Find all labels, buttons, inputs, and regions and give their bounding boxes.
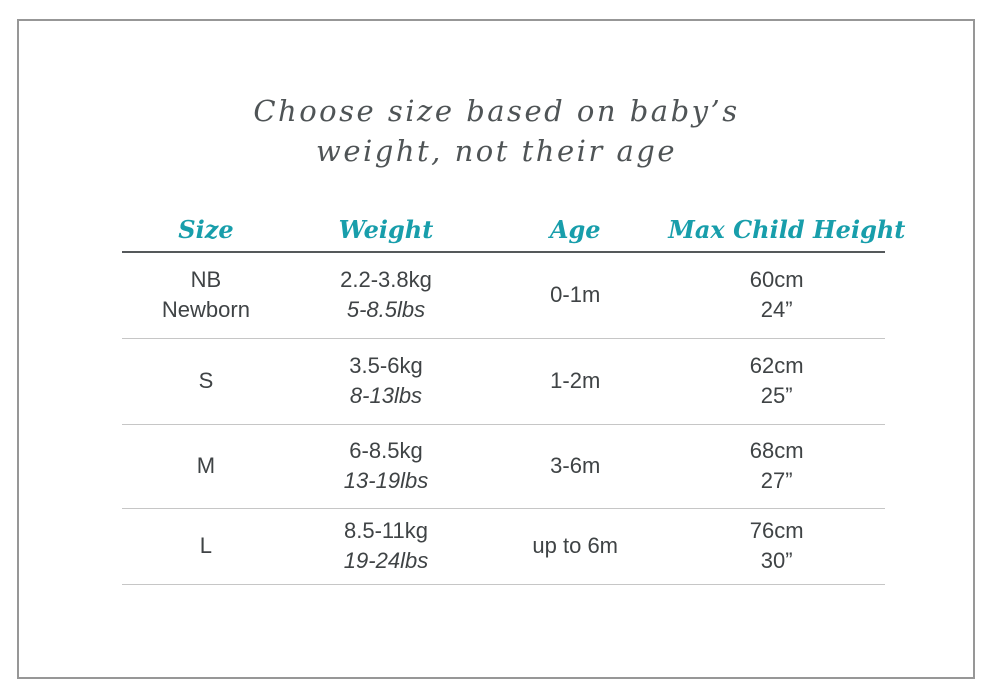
weight-cell: 2.2-3.8kg 5-8.5lbs	[289, 252, 483, 339]
table-row-l: L 8.5-11kg 19-24lbs up to 6m 76cm 30”	[122, 508, 885, 585]
size-cell: M	[122, 424, 290, 509]
weight-kg: 6-8.5kg	[349, 438, 423, 463]
age-cell: 0-1m	[482, 252, 669, 339]
weight-lbs: 19-24lbs	[343, 548, 429, 573]
table-row-m: M 6-8.5kg 13-19lbs 3-6m 68cm 27”	[122, 424, 885, 509]
weight-kg: 2.2-3.8kg	[340, 267, 432, 293]
weight-cell: 8.5-11kg 19-24lbs	[289, 508, 483, 585]
page-title: Choose size based on baby’s weight, not …	[0, 91, 993, 171]
weight-lbs: 13-19lbs	[343, 468, 429, 493]
weight-kg: 8.5-11kg	[344, 518, 428, 543]
size-cell: S	[122, 338, 290, 425]
size-label: Newborn	[161, 297, 250, 323]
height-inches: 27”	[760, 468, 793, 493]
height-inches: 25”	[760, 383, 793, 408]
height-cm: 62cm	[749, 353, 804, 378]
size-code: M	[196, 453, 216, 478]
height-cell: 60cm 24”	[668, 252, 885, 339]
size-code: S	[198, 368, 214, 393]
height-cm: 60cm	[749, 267, 804, 293]
weight-kg: 3.5-6kg	[349, 353, 423, 378]
table-row-s: S 3.5-6kg 8-13lbs 1-2m 62cm 25”	[122, 338, 885, 425]
title-line-1: Choose size based on baby’s	[253, 94, 740, 128]
title-line-2: weight, not their age	[316, 134, 677, 168]
weight-cell: 3.5-6kg 8-13lbs	[289, 338, 483, 425]
column-header-weight: Weight	[289, 203, 483, 253]
column-header-max-child-height: Max Child Height	[668, 203, 905, 253]
column-header-age: Age	[482, 203, 669, 253]
age-cell: up to 6m	[482, 508, 669, 585]
height-cm: 76cm	[749, 518, 804, 543]
size-cell: L	[122, 508, 290, 585]
age-cell: 3-6m	[482, 424, 669, 509]
size-chart-table: Size Weight Age Max Child Height NB Newb…	[122, 203, 905, 585]
size-cell: NB Newborn	[122, 252, 290, 339]
size-code: NB	[190, 267, 222, 293]
age-cell: 1-2m	[482, 338, 669, 425]
height-cm: 68cm	[749, 438, 804, 463]
height-inches: 30”	[760, 548, 793, 573]
table-header-row: Size Weight Age Max Child Height	[122, 203, 905, 253]
weight-lbs: 5-8.5lbs	[346, 297, 426, 323]
height-cell: 68cm 27”	[668, 424, 885, 509]
weight-cell: 6-8.5kg 13-19lbs	[289, 424, 483, 509]
table-row-nb: NB Newborn 2.2-3.8kg 5-8.5lbs 0-1m 60cm …	[122, 252, 885, 339]
height-cell: 62cm 25”	[668, 338, 885, 425]
column-header-size: Size	[122, 203, 290, 253]
weight-lbs: 8-13lbs	[349, 383, 423, 408]
height-inches: 24”	[760, 297, 793, 323]
height-cell: 76cm 30”	[668, 508, 885, 585]
size-code: L	[199, 533, 213, 558]
